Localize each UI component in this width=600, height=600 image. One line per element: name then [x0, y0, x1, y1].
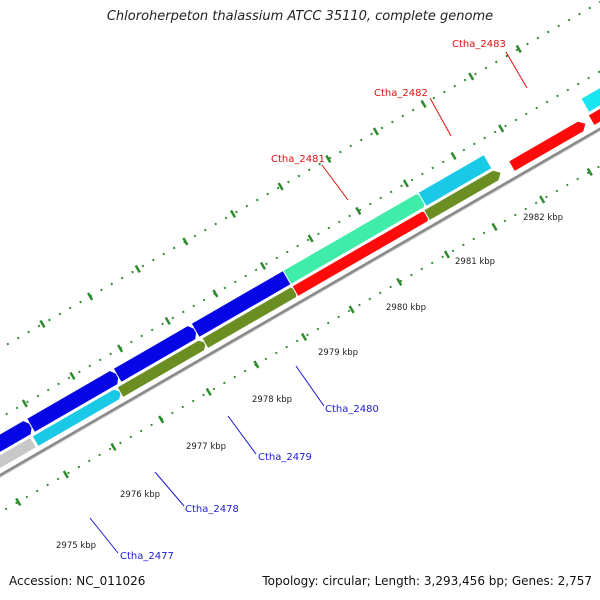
leader-ctha-2477: [89, 517, 119, 554]
tick-label-2980: 2980 kbp: [386, 303, 426, 313]
gene-label-ctha-2483[interactable]: Ctha_2483: [452, 39, 506, 50]
accession-text: Accession: NC_011026: [9, 574, 146, 588]
gene-ctha-2483-bar[interactable]: [507, 118, 589, 173]
tick-label-2975: 2975 kbp: [56, 541, 96, 551]
leader-ctha-2482: [429, 97, 452, 137]
gene-labels: Ctha_2477 Ctha_2478 Ctha_2479 Ctha_2480 …: [120, 39, 506, 562]
leader-ctha-2480: [295, 365, 325, 407]
genome-summary-text: Topology: circular; Length: 3,293,456 bp…: [262, 574, 592, 588]
gene-ctha-2478-bar[interactable]: [31, 386, 125, 448]
gene-ctha-2477-bar[interactable]: [0, 436, 38, 493]
leader-ctha-2481: [321, 164, 349, 201]
gene-label-ctha-2481[interactable]: Ctha_2481: [271, 154, 325, 165]
genome-title: Chloroherpeton thalassium ATCC 35110, co…: [106, 9, 494, 24]
gene-ctha-2479-cds[interactable]: [112, 323, 201, 384]
inner-ruler: [0, 118, 600, 541]
tick-label-2979: 2979 kbp: [318, 348, 358, 358]
leader-ctha-2478: [154, 471, 185, 507]
gene-label-ctha-2477[interactable]: Ctha_2477: [120, 551, 174, 562]
callout-leaders: [89, 51, 528, 554]
gene-ctha-2484-bar[interactable]: [587, 75, 600, 127]
gene-label-ctha-2480[interactable]: Ctha_2480: [325, 404, 379, 415]
genome-backbone: [0, 90, 600, 514]
gene-label-ctha-2478[interactable]: Ctha_2478: [185, 504, 239, 515]
forward-gene-track: [0, 75, 600, 493]
gene-ctha-2481-bar[interactable]: [291, 208, 433, 298]
tick-label-2977: 2977 kbp: [186, 442, 226, 452]
outer-ruler-major-ticks: [21, 44, 522, 408]
tick-label-2981: 2981 kbp: [455, 257, 495, 267]
tick-label-2978: 2978 kbp: [252, 395, 292, 405]
gene-label-ctha-2479[interactable]: Ctha_2479: [258, 452, 312, 463]
genome-backbone-highlight: [0, 92, 600, 514]
gene-ctha-2479-bar[interactable]: [116, 337, 210, 399]
gene-ctha-2482-cds[interactable]: [417, 153, 493, 208]
gene-ctha-2477-cds[interactable]: [0, 418, 36, 481]
tick-label-2976: 2976 kbp: [120, 490, 160, 500]
gene-ctha-2482-bar[interactable]: [422, 167, 504, 222]
tick-label-2982: 2982 kbp: [523, 213, 563, 223]
ruler-tick-labels: 2975 kbp 2976 kbp 2977 kbp 2978 kbp 2979…: [56, 213, 563, 551]
gene-label-ctha-2482[interactable]: Ctha_2482: [374, 88, 428, 99]
leader-ctha-2483: [505, 51, 528, 89]
leader-ctha-2479: [227, 415, 257, 455]
forward-cds-track: [0, 59, 600, 481]
gene-ctha-2478-cds[interactable]: [25, 368, 123, 434]
gene-ctha-2483-cds[interactable]: [580, 59, 600, 114]
